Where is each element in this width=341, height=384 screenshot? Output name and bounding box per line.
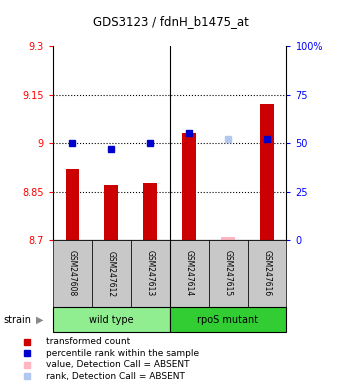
Bar bbox=[182, 133, 196, 240]
Text: GSM247612: GSM247612 bbox=[107, 250, 116, 297]
Text: value, Detection Call = ABSENT: value, Detection Call = ABSENT bbox=[46, 360, 190, 369]
Text: GSM247614: GSM247614 bbox=[184, 250, 194, 297]
Bar bbox=[131, 240, 170, 307]
Bar bbox=[65, 169, 79, 240]
Bar bbox=[209, 240, 248, 307]
Text: rank, Detection Call = ABSENT: rank, Detection Call = ABSENT bbox=[46, 372, 185, 381]
Text: GSM247608: GSM247608 bbox=[68, 250, 77, 297]
Bar bbox=[53, 307, 170, 332]
Text: GSM247615: GSM247615 bbox=[224, 250, 233, 297]
Text: ▶: ▶ bbox=[36, 314, 43, 325]
Text: percentile rank within the sample: percentile rank within the sample bbox=[46, 349, 199, 358]
Bar bbox=[221, 237, 235, 240]
Bar bbox=[170, 240, 209, 307]
Text: GDS3123 / fdnH_b1475_at: GDS3123 / fdnH_b1475_at bbox=[92, 15, 249, 28]
Bar bbox=[248, 240, 286, 307]
Text: GSM247613: GSM247613 bbox=[146, 250, 155, 297]
Bar bbox=[170, 307, 286, 332]
Bar bbox=[143, 184, 157, 240]
Text: rpoS mutant: rpoS mutant bbox=[197, 314, 258, 325]
Bar bbox=[104, 185, 118, 240]
Text: wild type: wild type bbox=[89, 314, 134, 325]
Text: transformed count: transformed count bbox=[46, 337, 131, 346]
Text: strain: strain bbox=[3, 314, 31, 325]
Bar bbox=[260, 104, 274, 240]
Text: GSM247616: GSM247616 bbox=[263, 250, 271, 297]
Bar bbox=[53, 240, 92, 307]
Bar bbox=[92, 240, 131, 307]
